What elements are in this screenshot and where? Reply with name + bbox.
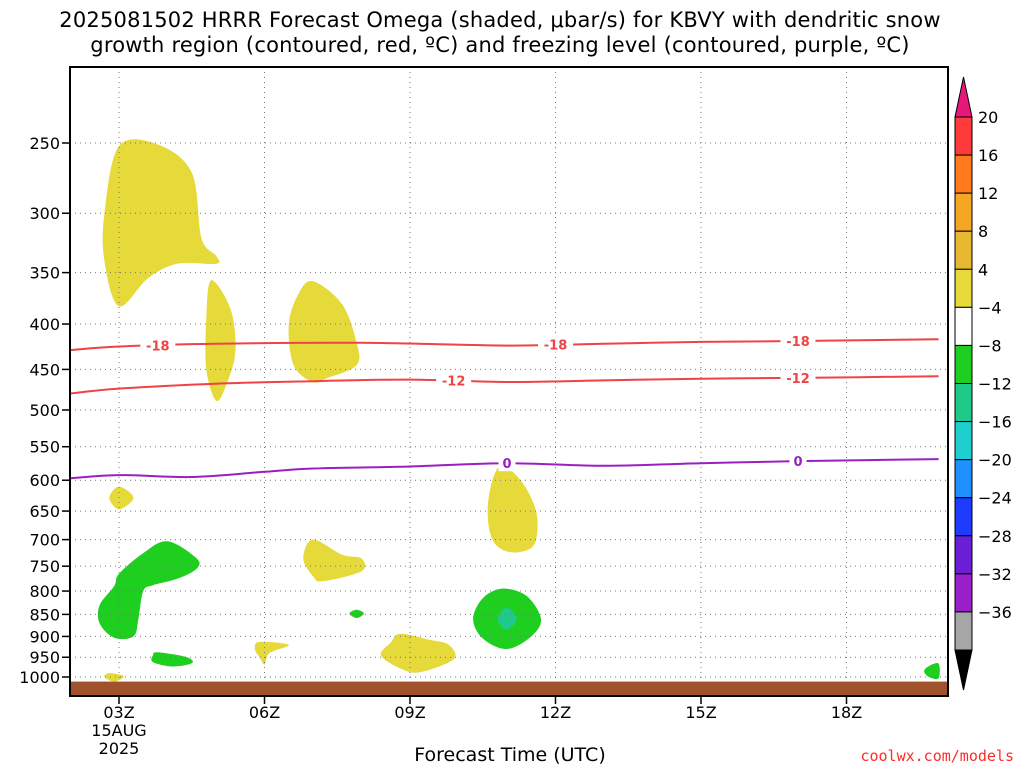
contour-label--18: -18 bbox=[786, 335, 810, 350]
x-tick-label: 06Z bbox=[249, 703, 280, 722]
colorbar-bin bbox=[954, 459, 973, 499]
terrain-block bbox=[70, 681, 948, 696]
colorbar-bin bbox=[954, 573, 973, 613]
colorbar-label: −36 bbox=[978, 603, 1012, 622]
y-tick-label: 550 bbox=[29, 438, 60, 457]
colorbar-bin bbox=[954, 154, 973, 194]
omega-region-green-5 bbox=[924, 663, 940, 680]
y-tick-label: 350 bbox=[29, 264, 60, 283]
y-axis-ticks: 250 300 350 400 450 500 550 600 650 700 750 800 850 9… bbox=[19, 134, 70, 687]
colorbar-label: −8 bbox=[978, 336, 1002, 355]
y-tick-label: 300 bbox=[29, 204, 60, 223]
colorbar-label: −4 bbox=[978, 298, 1002, 317]
y-tick-label: 600 bbox=[29, 471, 60, 490]
contour-label-bg bbox=[780, 369, 816, 386]
omega-region-yellow-mid-1 bbox=[487, 465, 538, 553]
omega-region-yellow-upper-2 bbox=[205, 280, 236, 402]
omega-region-yellow-low-3 bbox=[104, 673, 124, 682]
omega-region-teal-1 bbox=[497, 607, 517, 630]
omega-region-yellow-upper-1 bbox=[102, 139, 220, 307]
contour-label--12: -12 bbox=[786, 372, 810, 387]
colorbar-label: 4 bbox=[978, 260, 988, 279]
colorbar-label: 12 bbox=[978, 184, 998, 203]
contour-label-bg bbox=[780, 333, 816, 350]
x-tick-label: 12Z bbox=[540, 703, 571, 722]
x-tick-label: 18Z bbox=[831, 703, 862, 722]
terrain-ground bbox=[70, 681, 948, 696]
x-tick-label: 15Z bbox=[685, 703, 716, 722]
omega-region-green-2 bbox=[151, 652, 193, 667]
omega-region-yellow-upper-3 bbox=[288, 281, 360, 383]
x-tick-label: 09Z bbox=[394, 703, 425, 722]
colorbar-bottom-cap bbox=[954, 649, 973, 691]
contour-label-bg bbox=[436, 372, 472, 389]
colorbar-bin bbox=[954, 268, 973, 308]
x-tick-year: 2025 bbox=[99, 739, 140, 758]
y-tick-label: 900 bbox=[29, 627, 60, 646]
y-tick-label: 700 bbox=[29, 531, 60, 550]
colorbar-bin bbox=[954, 306, 973, 346]
colorbar-bin bbox=[954, 535, 973, 575]
contour-label-0: 0 bbox=[502, 457, 511, 472]
colorbar-label: −20 bbox=[978, 451, 1012, 470]
x-tick-label: 03Z bbox=[103, 703, 134, 722]
chart-title-line2: growth region (contoured, red, ºC) and f… bbox=[90, 33, 910, 57]
y-tick-label: 250 bbox=[29, 134, 60, 153]
omega-region-yellow-low-1 bbox=[380, 633, 456, 673]
colorbar-label: −24 bbox=[978, 489, 1012, 508]
omega-region-yellow-small-1 bbox=[109, 486, 134, 510]
omega-shading bbox=[97, 139, 940, 682]
contour-label-bg bbox=[538, 336, 573, 353]
omega-region-yellow-mid-2 bbox=[303, 539, 366, 582]
credit-text: coolwx.com/models bbox=[860, 747, 1014, 765]
colorbar-label: −28 bbox=[978, 527, 1012, 546]
contour-label-bg bbox=[140, 337, 176, 354]
y-tick-label: 500 bbox=[29, 401, 60, 420]
contour-label-0: 0 bbox=[793, 455, 802, 470]
colorbar-label: −32 bbox=[978, 565, 1012, 584]
contour-label--18: -18 bbox=[544, 339, 568, 354]
colorbar: 20 16 12 8 4 −4 −8 −12 −16 −20 −24 −28 −32 −36 bbox=[954, 76, 1012, 691]
y-tick-label: 950 bbox=[29, 648, 60, 667]
y-tick-label: 800 bbox=[29, 582, 60, 601]
contour-line--12 bbox=[70, 375, 939, 395]
contour-label-bg bbox=[789, 453, 807, 470]
colorbar-label: 8 bbox=[978, 222, 988, 241]
colorbar-bin bbox=[954, 192, 973, 232]
omega-region-green-1 bbox=[97, 541, 200, 640]
contour-label--12: -12 bbox=[442, 375, 466, 390]
colorbar-top-cap bbox=[954, 76, 973, 118]
omega-region-green-4 bbox=[349, 609, 364, 618]
colorbar-bin bbox=[954, 383, 973, 423]
colorbar-bin bbox=[954, 230, 973, 270]
colorbar-label: −16 bbox=[978, 413, 1012, 432]
omega-region-yellow-low-2 bbox=[254, 641, 289, 665]
plot-frame bbox=[69, 66, 949, 697]
y-tick-label: 650 bbox=[29, 502, 60, 521]
y-tick-label: 750 bbox=[29, 557, 60, 576]
y-tick-label: 400 bbox=[29, 315, 60, 334]
contour-label--18: -18 bbox=[146, 339, 170, 354]
colorbar-bin bbox=[954, 611, 973, 651]
chart-title-line1: 2025081502 HRRR Forecast Omega (shaded, … bbox=[59, 8, 941, 32]
colorbar-label: 16 bbox=[978, 146, 998, 165]
colorbar-bin bbox=[954, 344, 973, 384]
contour-label-bg bbox=[498, 455, 516, 472]
colorbar-bin bbox=[954, 497, 973, 537]
contour-line-0 bbox=[70, 458, 939, 480]
colorbar-bin bbox=[954, 421, 973, 461]
colorbar-bin bbox=[954, 116, 973, 156]
chart-title: 2025081502 HRRR Forecast Omega (shaded, … bbox=[0, 8, 1000, 58]
x-axis-label: Forecast Time (UTC) bbox=[414, 744, 606, 766]
y-tick-label: 1000 bbox=[19, 668, 60, 687]
temperature-contours: -18 -18 -18 -12 -12 0 0 bbox=[70, 333, 939, 480]
colorbar-label: 20 bbox=[978, 108, 998, 127]
plot-border bbox=[69, 66, 949, 697]
y-tick-label: 850 bbox=[29, 605, 60, 624]
y-tick-label: 450 bbox=[29, 360, 60, 379]
colorbar-label: −12 bbox=[978, 375, 1012, 394]
x-tick-date: 15AUG bbox=[91, 721, 146, 740]
